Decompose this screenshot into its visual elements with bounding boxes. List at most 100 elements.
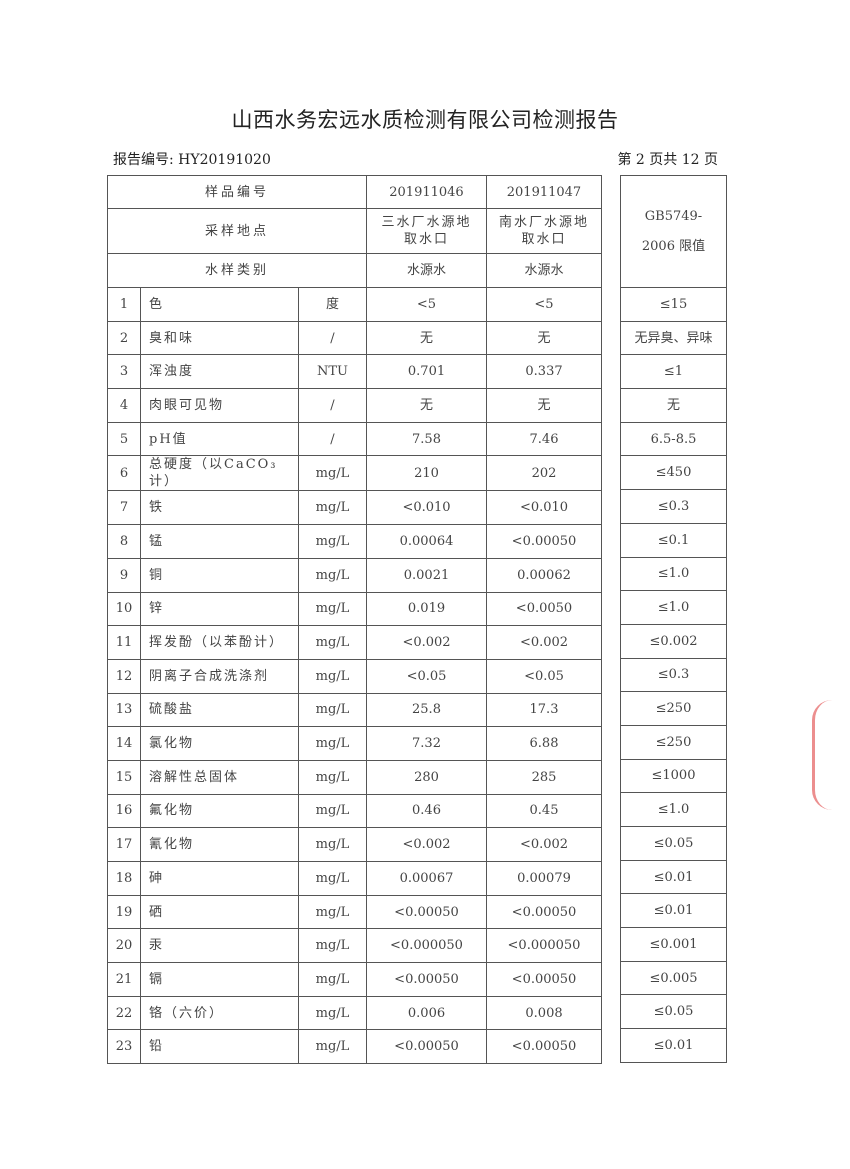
limit-value: ≤1.0 [620,556,727,592]
value-sample-2: 0.008 [486,995,602,1031]
row-number: 6 [107,455,141,492]
location-1: 三水厂水源地取水口 [366,208,487,254]
value-sample-2: 0.00062 [486,557,602,593]
limit-value: ≤0.01 [620,893,727,929]
item-name: 铜 [140,557,299,593]
value-sample-1: <0.00050 [366,962,487,997]
limit-value: ≤0.05 [620,826,727,861]
unit: mg/L [298,591,367,627]
row-number: 20 [107,928,141,964]
report-number: 报告编号: HY20191020 [113,152,271,168]
unit: mg/L [298,1029,367,1065]
item-name: 氯化物 [140,726,299,761]
limit-row: ≤0.01 [620,859,727,895]
sample-no-2: 201911047 [486,175,602,209]
unit: mg/L [298,692,367,728]
value-sample-1: 7.32 [366,726,487,761]
item-name: 铅 [140,1029,299,1065]
limit-row: ≤0.005 [620,960,727,996]
value-sample-2: <0.00050 [486,524,602,559]
limit-row: ≤0.3 [620,657,727,693]
value-sample-2: 无 [486,320,602,356]
table-row: 12 阴离子合成洗涤剂 mg/L <0.05 <0.05 [107,658,602,694]
standard-table: GB5749-2006 限值 ≤15 无异臭、异味 ≤1 无 6.5-8.5 ≤450 ≤0… [620,175,727,1063]
value-sample-2: 0.337 [486,354,602,390]
unit: mg/L [298,524,367,559]
standard-label-text: GB5749-2006 限值 [641,208,706,254]
limit-row: ≤250 [620,724,727,760]
table-row: 11 挥发酚（以苯酚计） mg/L <0.002 <0.002 [107,625,602,660]
value-sample-1: 0.0021 [366,557,487,593]
limit-row: 6.5-8.5 [620,421,727,457]
limit-value: ≤15 [620,287,727,322]
value-sample-1: <0.002 [366,625,487,660]
value-sample-1: 0.00067 [366,861,487,896]
item-name: 氰化物 [140,827,299,862]
value-sample-1: <0.000050 [366,928,487,964]
limit-row: ≤450 [620,455,727,491]
table-row: 2 臭和味 / 无无 [107,320,602,356]
limit-value: 无 [620,388,727,423]
table-row: 9 铜 mg/L 0.0021 0.00062 [107,557,602,593]
item-name: pH值 [140,421,299,457]
unit: mg/L [298,557,367,593]
row-number: 8 [107,524,141,559]
value-sample-2: 6.88 [486,726,602,761]
row-number: 18 [107,861,141,896]
table-row: 23 铅 mg/L <0.00050 <0.00050 [107,1029,602,1065]
limit-row: 无异臭、异味 [620,320,727,356]
table-row: 3 浑浊度 NTU 0.701 0.337 [107,354,602,390]
table-row: 22 铬（六价） mg/L 0.006 0.008 [107,995,602,1031]
item-name: 色 [140,287,299,322]
limit-row: ≤1.0 [620,792,727,827]
row-number: 10 [107,591,141,627]
item-name: 汞 [140,928,299,964]
limit-value: ≤1.0 [620,792,727,827]
value-sample-2: <0.002 [486,827,602,862]
type-2: 水源水 [486,253,602,288]
value-sample-1: <0.002 [366,827,487,862]
item-name: 铁 [140,490,299,526]
row-number: 17 [107,827,141,862]
item-name: 浑浊度 [140,354,299,390]
value-sample-1: <0.05 [366,658,487,694]
limit-value: ≤0.01 [620,859,727,895]
limit-value: 6.5-8.5 [620,421,727,457]
item-name: 肉眼可见物 [140,388,299,423]
limit-value: ≤0.05 [620,994,727,1030]
limit-value: ≤1 [620,354,727,390]
value-sample-2: <0.05 [486,658,602,694]
limit-value: ≤0.005 [620,960,727,996]
item-name: 硫酸盐 [140,692,299,728]
unit: mg/L [298,861,367,896]
row-number: 16 [107,793,141,829]
table-row: 10 锌 mg/L 0.019 <0.0050 [107,591,602,627]
table-row: 18 砷 mg/L 0.00067 0.00079 [107,861,602,896]
limit-value: ≤0.001 [620,927,727,962]
limit-value: ≤450 [620,455,727,491]
limit-row: ≤1000 [620,758,727,794]
value-sample-1: 0.019 [366,591,487,627]
value-sample-2: 0.45 [486,793,602,829]
value-sample-2: 0.00079 [486,861,602,896]
location-2: 南水厂水源地取水口 [486,208,602,254]
limit-value: ≤0.3 [620,489,727,524]
limit-row: ≤1.0 [620,590,727,625]
type-label: 水样类别 [107,253,367,288]
row-number: 1 [107,287,141,322]
table-row: 7 铁 mg/L <0.010 <0.010 [107,490,602,526]
limit-row: ≤0.01 [620,893,727,929]
unit: mg/L [298,962,367,997]
red-seal-fragment [812,700,850,810]
value-sample-2: 17.3 [486,692,602,728]
value-sample-2: 285 [486,759,602,795]
item-name: 阴离子合成洗涤剂 [140,658,299,694]
value-sample-1: 0.006 [366,995,487,1031]
row-number: 12 [107,658,141,694]
table-row: 14 氯化物 mg/L 7.32 6.88 [107,726,602,761]
value-sample-2: <0.00050 [486,962,602,997]
limit-value: ≤250 [620,724,727,760]
standard-label: GB5749-2006 限值 [620,175,727,288]
value-sample-1: <0.010 [366,490,487,526]
location-1-text: 三水厂水源地取水口 [381,215,472,247]
